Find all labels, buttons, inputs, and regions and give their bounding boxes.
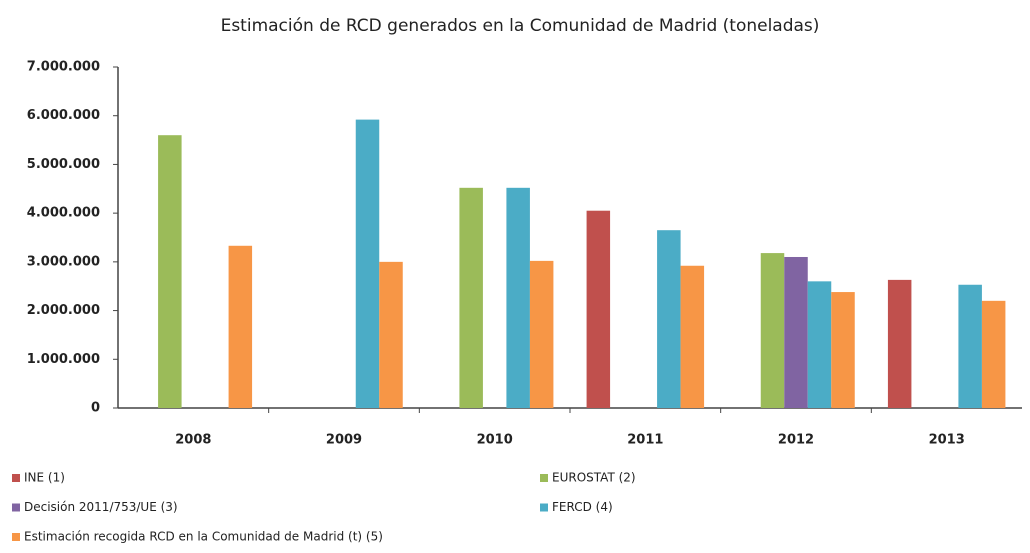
bar xyxy=(158,135,182,408)
bar xyxy=(586,210,611,408)
legend-swatch xyxy=(12,474,20,482)
chart-title: Estimación de RCD generados en la Comuni… xyxy=(221,16,820,36)
y-tick-label: 6.000.000 xyxy=(27,108,100,123)
y-tick-label: 2.000.000 xyxy=(27,303,100,318)
y-tick-label: 4.000.000 xyxy=(27,206,100,221)
bar xyxy=(228,245,253,408)
x-tick-label: 2008 xyxy=(175,433,211,448)
x-tick-label: 2013 xyxy=(929,433,965,448)
bar xyxy=(760,253,785,408)
legend-label: Decisión 2011/753/UE (3) xyxy=(24,500,178,514)
x-tick-label: 2010 xyxy=(477,433,513,448)
bar xyxy=(981,300,1006,408)
bar xyxy=(506,187,530,408)
bar xyxy=(657,230,681,408)
bar xyxy=(459,187,483,408)
bar xyxy=(529,260,554,408)
legend-swatch xyxy=(12,533,20,541)
x-tick-label: 2009 xyxy=(326,433,362,448)
legend-swatch xyxy=(540,503,548,512)
bar xyxy=(887,279,912,408)
y-tick-label: 1.000.000 xyxy=(27,352,100,367)
legend-swatch xyxy=(540,474,548,482)
legend-label: Estimación recogida RCD en la Comunidad … xyxy=(24,530,383,544)
x-tick-label: 2012 xyxy=(778,433,814,448)
bar xyxy=(355,119,380,409)
legend-label: INE (1) xyxy=(24,471,65,485)
y-tick-label: 7.000.000 xyxy=(27,60,100,75)
legend-label: EUROSTAT (2) xyxy=(552,471,636,485)
bar xyxy=(831,292,855,408)
bar xyxy=(680,265,705,408)
bar xyxy=(379,261,403,408)
bar xyxy=(807,281,832,408)
y-tick-label: 0 xyxy=(91,401,100,416)
y-tick-label: 3.000.000 xyxy=(27,254,100,269)
legend-label: FERCD (4) xyxy=(552,500,613,514)
y-tick-label: 5.000.000 xyxy=(27,157,100,172)
bar xyxy=(958,284,982,408)
legend-swatch xyxy=(12,503,20,512)
x-tick-label: 2011 xyxy=(627,433,663,448)
bar xyxy=(784,256,808,408)
